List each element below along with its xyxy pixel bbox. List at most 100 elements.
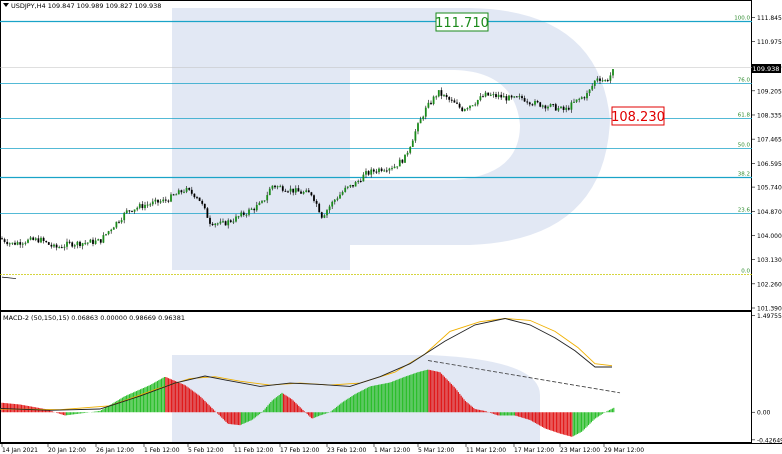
macd-tick-label: 0.00: [757, 410, 771, 417]
candle-body: [219, 221, 222, 224]
candle-body: [102, 235, 105, 243]
candle-body: [367, 171, 370, 175]
time-tick-label: 17 Feb 12:00: [280, 447, 320, 454]
candle-body: [476, 100, 479, 105]
candle-body: [378, 168, 380, 173]
macd-tick-label: 1.49755: [757, 313, 782, 320]
candle-body: [193, 193, 196, 198]
candle-body: [133, 209, 136, 212]
candle-body: [578, 98, 581, 100]
candle-body: [365, 171, 367, 175]
price-tick-label: 106.595: [757, 161, 782, 168]
current-price-label: 109.938: [753, 65, 780, 73]
candle-body: [453, 100, 456, 103]
candle-body: [424, 107, 427, 117]
candle-body: [409, 146, 412, 153]
macd-tick-label: -0.42649: [757, 437, 782, 444]
candle-body: [224, 221, 227, 226]
macd-trendline: [427, 360, 621, 394]
candle-body: [513, 96, 516, 98]
candle-body: [50, 244, 53, 247]
candle-body: [198, 197, 201, 201]
candle-body: [588, 89, 591, 94]
candle-body: [307, 190, 310, 193]
candle-body: [144, 204, 146, 209]
candle-body: [562, 106, 565, 110]
candle-body: [474, 104, 477, 106]
candle-body: [505, 96, 508, 101]
candle-body: [528, 102, 531, 105]
time-tick-label: 17 Mar 12:00: [514, 447, 554, 454]
candle-body: [266, 195, 269, 201]
candle-body: [354, 182, 357, 187]
candle-body: [123, 212, 126, 221]
candle-body: [427, 102, 430, 108]
candle-body: [203, 203, 206, 209]
candle-body: [300, 191, 302, 194]
candle-body: [110, 229, 113, 232]
candle-body: [245, 214, 248, 216]
candle-body: [97, 239, 100, 241]
candle-body: [305, 190, 308, 193]
candle-body: [411, 140, 414, 147]
candle-body: [341, 191, 344, 195]
price-tick-label: 109.205: [757, 88, 782, 95]
candle-body: [131, 210, 133, 212]
candle-body: [401, 159, 404, 163]
candle-body: [461, 107, 464, 112]
candle-body: [21, 243, 24, 245]
candle-body: [84, 242, 87, 244]
candle-body: [497, 94, 500, 98]
candle-body: [313, 195, 315, 201]
candle-body: [372, 169, 375, 172]
candle-body: [526, 101, 529, 103]
candle-body: [159, 201, 162, 203]
symbol-dropdown-icon[interactable]: [3, 3, 9, 7]
candle-body: [404, 154, 406, 163]
watermark-r-shape: [172, 8, 610, 270]
price-tick-label: 102.260: [757, 281, 782, 288]
callout-mid-label: 108.230: [611, 110, 665, 125]
candle-body: [276, 186, 279, 188]
candle-body: [29, 237, 32, 240]
candle-body: [261, 201, 263, 203]
candle-body: [71, 242, 74, 247]
candle-body: [393, 166, 396, 169]
candle-body: [170, 194, 172, 202]
candle-body: [560, 106, 562, 109]
candle-body: [81, 243, 84, 247]
candle-body: [180, 190, 183, 193]
time-axis: 14 Jan 2021 20 Jan 12:00 26 Jan 12:00 1 Feb…: [1, 443, 644, 454]
macd-main-line: [0, 318, 612, 411]
candle-body: [94, 240, 97, 244]
time-tick-label: 23 Feb 12:00: [327, 447, 367, 454]
candle-body: [34, 238, 37, 240]
candle-body: [242, 212, 245, 215]
candle-body: [164, 199, 167, 201]
candle-body: [326, 210, 328, 216]
candle-body: [362, 174, 365, 182]
candle-body: [175, 194, 178, 196]
candle-body: [107, 231, 110, 235]
candle-body: [383, 170, 386, 172]
candle-body: [359, 180, 362, 182]
candle-body: [583, 97, 586, 99]
candle-body: [456, 102, 458, 104]
candle-body: [518, 96, 521, 98]
candle-body: [53, 244, 55, 247]
candle-body: [76, 241, 79, 246]
candle-body: [172, 194, 175, 196]
candle-body: [248, 209, 250, 215]
time-tick-label: 5 Mar 12:00: [418, 447, 454, 454]
candle-body: [86, 242, 89, 244]
fib-label-3: 50.0: [738, 143, 751, 149]
candle-body: [544, 105, 547, 109]
candle-body: [8, 243, 11, 245]
callout-top: 111.710: [435, 12, 489, 32]
price-tick-label: 107.465: [757, 137, 782, 144]
time-tick-label: 23 Mar 12:00: [560, 447, 600, 454]
symbol-header: USDJPY,H4 109.847 109.989 109.827 109.93…: [11, 2, 161, 10]
candle-body: [489, 94, 492, 96]
candle-body: [19, 242, 22, 245]
